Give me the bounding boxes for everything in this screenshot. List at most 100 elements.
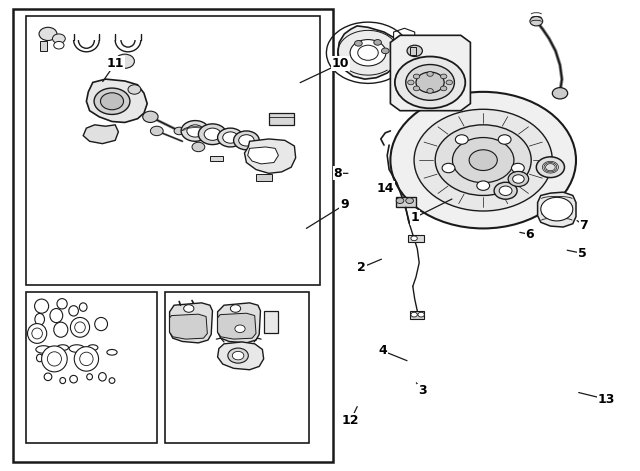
Ellipse shape bbox=[28, 324, 47, 343]
Ellipse shape bbox=[80, 352, 93, 365]
Ellipse shape bbox=[95, 317, 108, 331]
Bar bbox=[40, 41, 47, 51]
Circle shape bbox=[418, 312, 424, 317]
Bar bbox=[269, 113, 294, 125]
Circle shape bbox=[228, 348, 248, 363]
Polygon shape bbox=[538, 192, 576, 227]
Ellipse shape bbox=[44, 373, 52, 381]
Circle shape bbox=[128, 85, 141, 94]
Bar bbox=[26, 16, 320, 285]
Circle shape bbox=[358, 45, 378, 60]
Bar bbox=[165, 292, 309, 443]
Text: 5: 5 bbox=[578, 247, 587, 260]
Circle shape bbox=[442, 163, 455, 173]
Text: 8: 8 bbox=[333, 167, 342, 180]
Polygon shape bbox=[86, 79, 147, 122]
Circle shape bbox=[192, 142, 205, 152]
Circle shape bbox=[198, 124, 227, 145]
Circle shape bbox=[218, 128, 243, 147]
Circle shape bbox=[174, 127, 184, 135]
Ellipse shape bbox=[35, 299, 49, 313]
Circle shape bbox=[232, 351, 244, 360]
Circle shape bbox=[530, 16, 543, 26]
Bar bbox=[410, 47, 416, 55]
Ellipse shape bbox=[75, 322, 85, 333]
Polygon shape bbox=[170, 303, 212, 343]
Ellipse shape bbox=[107, 349, 117, 355]
Ellipse shape bbox=[42, 346, 67, 372]
Circle shape bbox=[499, 135, 511, 144]
Bar bbox=[26, 292, 157, 443]
Circle shape bbox=[408, 80, 414, 85]
Text: 2: 2 bbox=[357, 261, 366, 274]
Circle shape bbox=[406, 65, 454, 100]
Ellipse shape bbox=[36, 346, 51, 353]
Circle shape bbox=[427, 89, 433, 93]
Ellipse shape bbox=[69, 345, 84, 352]
Ellipse shape bbox=[50, 309, 63, 323]
Circle shape bbox=[381, 48, 389, 54]
Ellipse shape bbox=[69, 306, 79, 316]
Ellipse shape bbox=[74, 347, 99, 371]
Circle shape bbox=[413, 74, 420, 79]
Circle shape bbox=[230, 305, 241, 312]
Circle shape bbox=[395, 57, 465, 108]
Circle shape bbox=[455, 135, 468, 144]
Ellipse shape bbox=[57, 299, 67, 309]
Circle shape bbox=[374, 40, 381, 45]
Bar bbox=[13, 9, 333, 462]
Text: 6: 6 bbox=[525, 228, 534, 241]
Ellipse shape bbox=[54, 322, 68, 337]
Circle shape bbox=[552, 88, 568, 99]
Circle shape bbox=[100, 93, 124, 110]
Circle shape bbox=[223, 132, 238, 143]
Text: 4: 4 bbox=[378, 344, 387, 357]
Polygon shape bbox=[390, 35, 470, 111]
Polygon shape bbox=[244, 139, 296, 173]
Circle shape bbox=[541, 197, 573, 221]
Polygon shape bbox=[248, 147, 278, 164]
Ellipse shape bbox=[87, 374, 93, 380]
Circle shape bbox=[414, 109, 552, 211]
Polygon shape bbox=[218, 313, 256, 339]
Circle shape bbox=[440, 86, 447, 91]
Circle shape bbox=[187, 125, 204, 137]
Circle shape bbox=[115, 54, 134, 68]
Circle shape bbox=[396, 198, 404, 203]
Circle shape bbox=[413, 86, 420, 91]
Circle shape bbox=[513, 175, 524, 183]
Ellipse shape bbox=[36, 354, 43, 362]
Circle shape bbox=[407, 45, 422, 57]
Circle shape bbox=[427, 72, 433, 76]
Text: 12: 12 bbox=[342, 414, 360, 427]
Circle shape bbox=[508, 171, 529, 187]
Circle shape bbox=[416, 72, 444, 93]
Bar bbox=[410, 311, 424, 319]
Circle shape bbox=[143, 111, 158, 122]
Text: 10: 10 bbox=[332, 57, 349, 70]
Polygon shape bbox=[218, 303, 260, 343]
Circle shape bbox=[440, 74, 447, 79]
Polygon shape bbox=[170, 314, 207, 339]
Ellipse shape bbox=[47, 352, 61, 366]
Ellipse shape bbox=[35, 314, 44, 325]
Circle shape bbox=[536, 157, 564, 178]
Polygon shape bbox=[83, 125, 118, 144]
Text: 3: 3 bbox=[418, 384, 427, 398]
Bar bbox=[408, 235, 424, 242]
Ellipse shape bbox=[109, 378, 115, 383]
Circle shape bbox=[181, 121, 209, 141]
Circle shape bbox=[511, 163, 524, 173]
Circle shape bbox=[150, 126, 163, 136]
Circle shape bbox=[52, 34, 65, 43]
Ellipse shape bbox=[32, 328, 42, 339]
Text: 1: 1 bbox=[410, 211, 419, 224]
Circle shape bbox=[350, 40, 386, 66]
Circle shape bbox=[239, 135, 254, 146]
Ellipse shape bbox=[79, 303, 87, 311]
Bar bbox=[396, 197, 416, 207]
Circle shape bbox=[494, 182, 517, 199]
Circle shape bbox=[469, 150, 497, 171]
Ellipse shape bbox=[70, 375, 77, 383]
Circle shape bbox=[452, 138, 514, 183]
